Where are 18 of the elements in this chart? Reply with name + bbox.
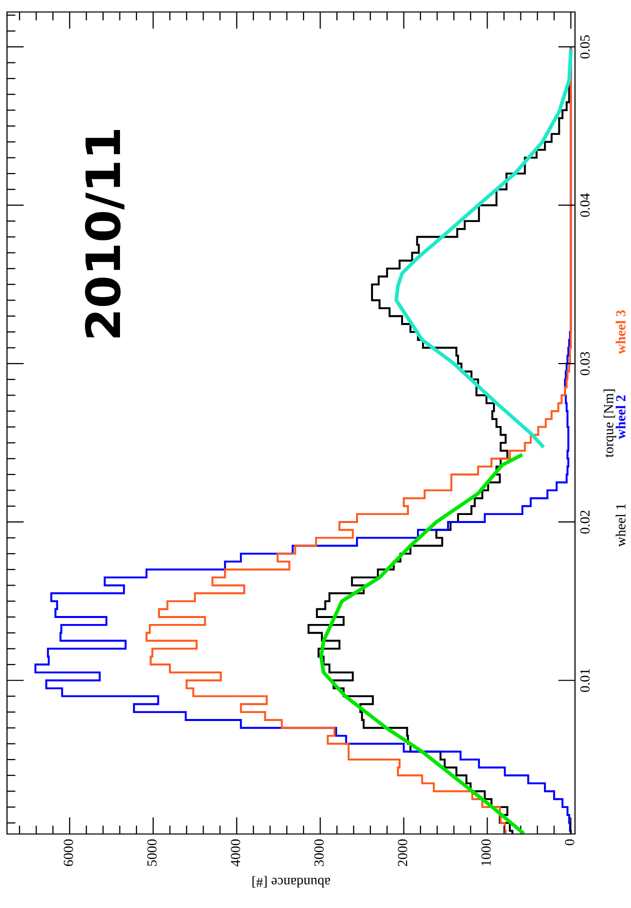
x-tick-label: 5000 bbox=[147, 839, 157, 866]
x-tick-label: 0 bbox=[564, 839, 574, 846]
y-tick-label: 0.01 bbox=[580, 669, 590, 692]
y-tick-label: 0.02 bbox=[580, 510, 590, 534]
x-tick-label: 3000 bbox=[314, 839, 324, 866]
y-axis-title: torque [Nm] bbox=[604, 390, 616, 458]
y-tick-label: 0.03 bbox=[580, 352, 590, 376]
x-axis-title: abundance [#] bbox=[252, 876, 330, 888]
annotation: 2010/11 bbox=[84, 130, 124, 338]
x-tick-label: 6000 bbox=[64, 839, 74, 866]
x-tick-label: 2000 bbox=[398, 839, 408, 866]
text: wheel 2 bbox=[616, 395, 626, 440]
y-tick-label: 0.04 bbox=[580, 193, 590, 217]
text: wheel 3 bbox=[616, 310, 626, 354]
text: wheel 1 bbox=[616, 504, 626, 547]
y-tick-label: 0.05 bbox=[580, 35, 590, 58]
x-tick-label: 4000 bbox=[230, 839, 240, 866]
x-tick-label: 1000 bbox=[481, 839, 491, 866]
